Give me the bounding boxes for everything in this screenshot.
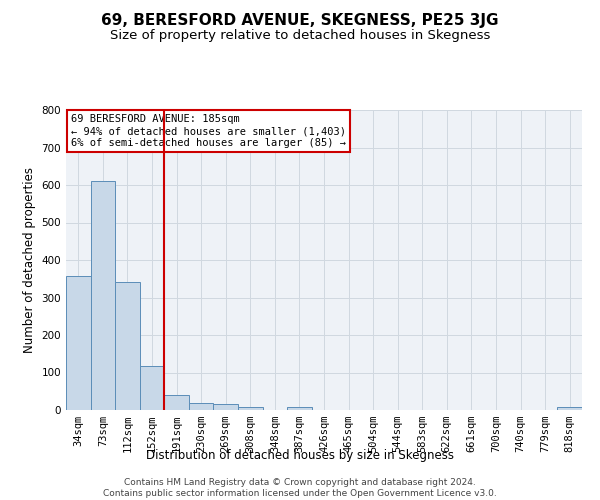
Bar <box>557 408 582 410</box>
Bar <box>238 406 263 410</box>
Text: Distribution of detached houses by size in Skegness: Distribution of detached houses by size … <box>146 448 454 462</box>
Bar <box>287 406 312 410</box>
Bar <box>66 276 91 410</box>
Bar <box>115 282 140 410</box>
Bar <box>189 402 214 410</box>
Bar <box>164 395 189 410</box>
Bar <box>91 180 115 410</box>
Text: 69 BERESFORD AVENUE: 185sqm
← 94% of detached houses are smaller (1,403)
6% of s: 69 BERESFORD AVENUE: 185sqm ← 94% of det… <box>71 114 346 148</box>
Text: Contains HM Land Registry data © Crown copyright and database right 2024.
Contai: Contains HM Land Registry data © Crown c… <box>103 478 497 498</box>
Text: 69, BERESFORD AVENUE, SKEGNESS, PE25 3JG: 69, BERESFORD AVENUE, SKEGNESS, PE25 3JG <box>101 12 499 28</box>
Y-axis label: Number of detached properties: Number of detached properties <box>23 167 36 353</box>
Bar <box>140 366 164 410</box>
Text: Size of property relative to detached houses in Skegness: Size of property relative to detached ho… <box>110 29 490 42</box>
Bar <box>214 404 238 410</box>
